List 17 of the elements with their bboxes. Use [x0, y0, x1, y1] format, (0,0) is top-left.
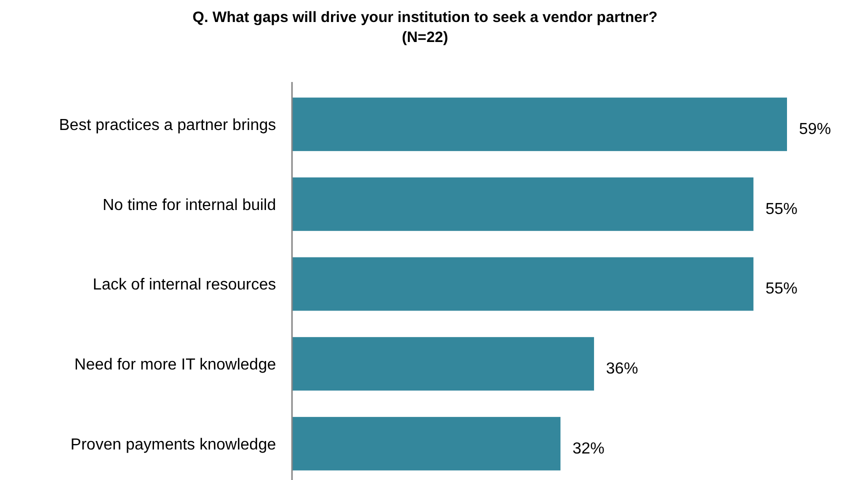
data-label: 32%: [572, 440, 605, 458]
data-label: 55%: [765, 200, 798, 218]
bar: [292, 177, 754, 231]
chart-title: Q. What gaps will drive your institution to seek a vendor partner?: [192, 9, 658, 26]
data-label: 36%: [606, 360, 638, 378]
y-tick-label: Best practices a partner brings: [59, 116, 276, 134]
y-tick-label: Proven payments knowledge: [70, 436, 276, 454]
data-label: 55%: [765, 280, 798, 298]
chart-subtitle: (N=22): [402, 29, 448, 46]
bar: [292, 337, 594, 391]
bar: [292, 416, 560, 470]
y-tick-label: No time for internal build: [102, 196, 276, 214]
y-tick-label: Need for more IT knowledge: [74, 356, 276, 374]
bar: [292, 257, 754, 311]
y-tick-label: Lack of internal resources: [92, 276, 276, 294]
data-label: 59%: [799, 120, 832, 138]
bar: [292, 98, 787, 152]
